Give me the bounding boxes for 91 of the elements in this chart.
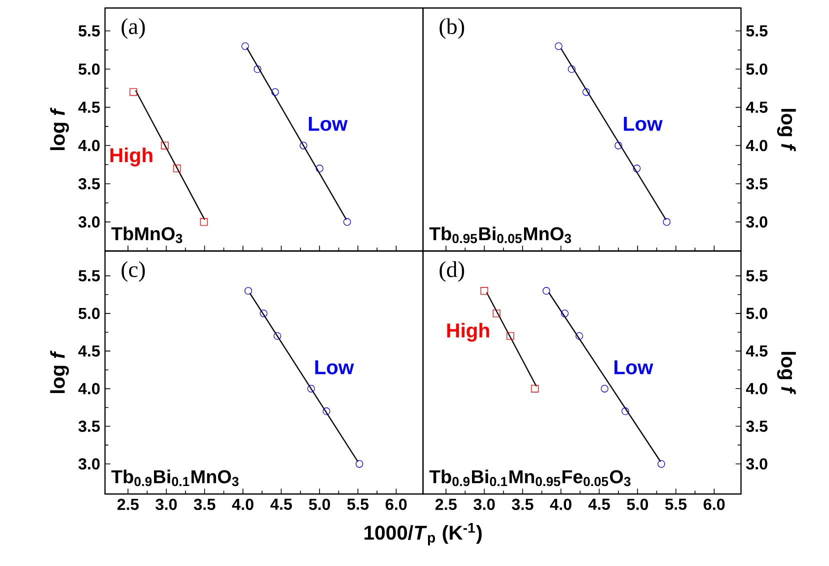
y-tick-label: 4.5 — [78, 102, 100, 113]
point — [274, 332, 282, 340]
y-tick-label: 5.0 — [78, 308, 100, 320]
y-tick-label: 3.0 — [78, 216, 100, 228]
y-axis-title: log f — [777, 108, 796, 152]
annotation: Tb$_{0.95}$Bi$_{0.05}$MnO$_{3}$ — [429, 226, 572, 244]
point — [316, 164, 324, 172]
x-tick-label: 2.5 — [117, 498, 139, 510]
series-label: Low — [308, 116, 348, 131]
y-tick-label: 5.5 — [78, 270, 100, 282]
y-tick-label: 4.5 — [746, 345, 768, 357]
y-tick-label: 5.0 — [746, 63, 768, 75]
y-tick-label: 3.5 — [78, 178, 100, 190]
point — [560, 310, 569, 318]
y-tick-label: 4.0 — [746, 383, 768, 394]
point — [576, 332, 584, 340]
point — [173, 164, 181, 172]
point — [271, 88, 279, 96]
y-axis-title: log f — [50, 108, 69, 150]
point — [658, 460, 666, 468]
x-tick-label: 3.5 — [194, 498, 216, 510]
series-label: High — [110, 148, 152, 166]
x-tick-label: 4.5 — [588, 498, 610, 510]
x-tick-label: 5.0 — [626, 498, 648, 510]
point — [582, 88, 590, 96]
series-label: Low — [614, 360, 654, 374]
y-tick-label: 5.5 — [78, 25, 100, 36]
series-label: High — [447, 322, 490, 342]
point — [356, 460, 364, 468]
annotation: Tb$_{0.9}$Bi$_{0.1}$MnO$_{3}$ — [111, 470, 239, 486]
point — [244, 287, 252, 295]
annotation: (a) — [122, 18, 145, 39]
y-axis-title: log f — [50, 350, 69, 394]
point — [241, 42, 250, 50]
point — [600, 384, 608, 392]
y-tick-label: 4.5 — [78, 345, 100, 357]
point — [568, 65, 576, 73]
y-axis-title: log f — [777, 352, 796, 394]
annotation: TbMnO$_{3}$ — [111, 226, 182, 244]
point — [506, 332, 514, 340]
x-tick-label: 2.5 — [435, 498, 457, 510]
series-label: Low — [315, 360, 354, 374]
x-tick-label: 6.0 — [704, 498, 725, 510]
point — [662, 218, 670, 226]
y-tick-label: 5.0 — [746, 308, 768, 320]
y-tick-label: 4.0 — [78, 383, 100, 394]
x-tick-label: 4.5 — [270, 498, 292, 510]
point — [130, 88, 138, 96]
annotation: (d) — [440, 261, 464, 282]
point — [300, 142, 308, 150]
x-tick-label: 3.0 — [474, 498, 495, 510]
text: Tb$_{0.9}$Bi$_{0.1}$Mn$_{0.95}$Fe$_{0.05}$O$_{3}$ — [429, 470, 630, 486]
series-label: Low — [624, 116, 663, 131]
point — [622, 407, 630, 416]
x-axis-title: 1000/T$_{p}$ (K$^{-1}$) — [364, 523, 482, 546]
annotation: (b) — [440, 18, 464, 39]
point — [322, 407, 330, 416]
point — [254, 65, 262, 73]
x-tick-label: 5.0 — [308, 498, 330, 510]
y-tick-label: 3.0 — [746, 216, 768, 228]
y-tick-label: 5.0 — [78, 63, 100, 75]
x-tick-label: 4.0 — [232, 498, 254, 510]
point — [343, 218, 351, 226]
y-tick-label: 5.5 — [746, 270, 768, 282]
point — [260, 310, 268, 318]
y-tick-label: 3.0 — [78, 458, 100, 470]
y-tick-label: 5.5 — [746, 25, 768, 36]
point — [160, 142, 169, 150]
point — [531, 384, 539, 392]
x-tick-label: 5.5 — [665, 498, 687, 510]
x-tick-label: 4.0 — [550, 498, 572, 510]
point — [200, 218, 208, 226]
y-tick-label: 3.5 — [78, 420, 100, 432]
y-tick-label: 4.5 — [746, 102, 768, 113]
point — [614, 142, 622, 150]
point — [542, 287, 550, 295]
y-tick-label: 3.5 — [746, 420, 768, 432]
point — [307, 384, 315, 392]
point — [492, 310, 500, 318]
x-tick-label: 6.0 — [386, 498, 407, 510]
y-tick-label: 4.0 — [746, 140, 768, 152]
point — [554, 42, 562, 50]
x-tick-label: 3.5 — [512, 498, 534, 510]
y-tick-label: 4.0 — [78, 140, 100, 152]
x-tick-label: 5.5 — [347, 498, 369, 510]
y-tick-label: 3.0 — [746, 458, 768, 470]
point — [632, 164, 641, 172]
x-tick-label: 3.0 — [156, 498, 177, 510]
y-tick-label: 3.5 — [746, 178, 768, 190]
annotation: (c) — [122, 261, 145, 282]
point — [480, 287, 488, 295]
